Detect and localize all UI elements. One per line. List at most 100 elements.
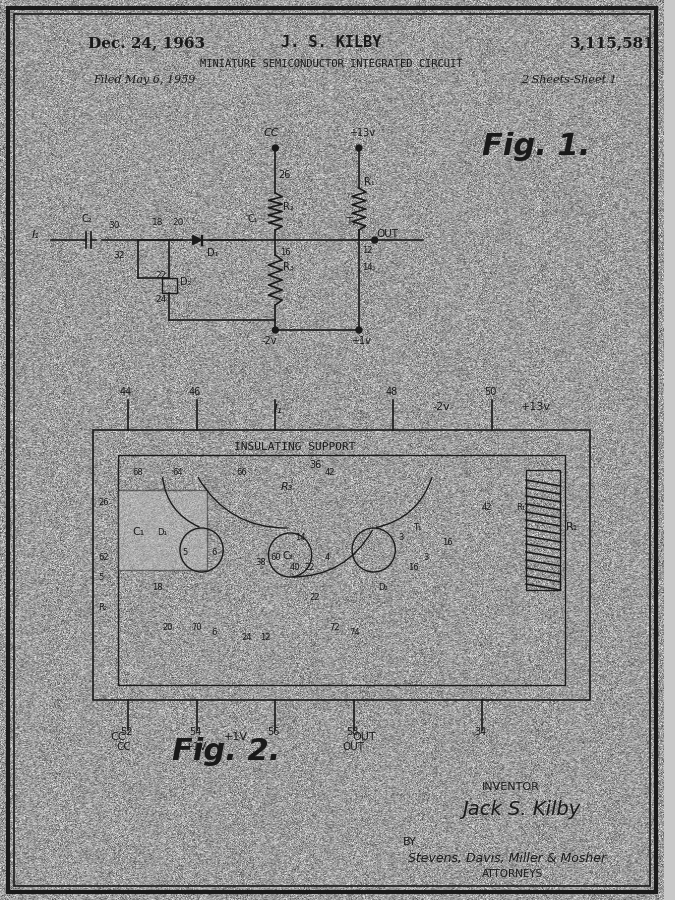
Text: R₃: R₃ — [284, 262, 294, 272]
Text: 42: 42 — [482, 503, 492, 512]
Text: 24: 24 — [155, 295, 167, 304]
Text: 70: 70 — [192, 623, 202, 632]
Text: R₁: R₁ — [516, 503, 526, 512]
Text: 14: 14 — [295, 533, 306, 542]
Text: 12: 12 — [362, 246, 373, 255]
Text: Fig. 1.: Fig. 1. — [482, 132, 590, 161]
Text: OUT: OUT — [352, 732, 376, 742]
Text: T₁: T₁ — [413, 523, 421, 532]
Text: INVENTOR: INVENTOR — [482, 782, 540, 792]
Text: 16: 16 — [443, 538, 453, 547]
Text: Fig. 2.: Fig. 2. — [172, 737, 280, 766]
Text: I₁: I₁ — [32, 230, 39, 240]
Text: 16: 16 — [280, 248, 291, 257]
Text: 4: 4 — [325, 553, 330, 562]
Text: C₂: C₂ — [282, 551, 293, 561]
Text: 16: 16 — [408, 563, 418, 572]
Text: J. S. KILBY: J. S. KILBY — [281, 35, 381, 50]
Text: 72: 72 — [329, 623, 340, 632]
Text: +1v: +1v — [351, 336, 371, 346]
Bar — [162, 278, 177, 293]
Text: 3: 3 — [398, 533, 404, 542]
Circle shape — [372, 237, 377, 243]
Text: -2v: -2v — [262, 336, 277, 346]
Text: 26: 26 — [278, 170, 291, 180]
Text: C₁: C₁ — [133, 527, 145, 537]
Text: 20: 20 — [172, 218, 184, 227]
Text: D₁: D₁ — [207, 248, 218, 258]
Text: 62: 62 — [99, 553, 109, 562]
Text: R₁: R₁ — [566, 522, 578, 532]
Text: 18: 18 — [153, 583, 163, 592]
Text: T₁: T₁ — [346, 217, 356, 227]
Circle shape — [356, 145, 362, 151]
Text: 56: 56 — [267, 727, 280, 737]
Text: R₃: R₃ — [280, 482, 292, 492]
Text: -2v: -2v — [433, 402, 450, 412]
Text: 18: 18 — [153, 218, 164, 227]
Text: 2 Sheets-Sheet 1: 2 Sheets-Sheet 1 — [521, 75, 617, 85]
Text: Dec. 24, 1963: Dec. 24, 1963 — [88, 36, 206, 50]
Text: +1V: +1V — [185, 742, 207, 752]
Circle shape — [273, 145, 278, 151]
Text: INSULATING SUPPORT: INSULATING SUPPORT — [234, 442, 356, 452]
Text: I₁: I₁ — [273, 403, 282, 416]
Text: 44: 44 — [120, 387, 132, 397]
Text: D₂: D₂ — [180, 277, 192, 287]
Text: 60: 60 — [271, 553, 281, 562]
Text: 66: 66 — [236, 468, 247, 477]
Text: 40: 40 — [290, 563, 300, 572]
Bar — [118, 490, 207, 570]
Text: C₁: C₁ — [248, 214, 259, 224]
Text: +13v: +13v — [349, 128, 375, 138]
Polygon shape — [193, 236, 202, 245]
Text: 74: 74 — [349, 628, 360, 637]
Text: BY: BY — [403, 837, 417, 847]
Text: CC: CC — [110, 732, 126, 742]
Text: R₂: R₂ — [284, 202, 294, 212]
Text: 5: 5 — [99, 573, 103, 582]
Text: 46: 46 — [189, 387, 201, 397]
Text: 50: 50 — [484, 387, 496, 397]
Text: 68: 68 — [133, 468, 144, 477]
Text: 52: 52 — [120, 727, 132, 737]
Text: OUT: OUT — [342, 742, 365, 752]
Bar — [93, 430, 590, 700]
Text: 5: 5 — [182, 548, 187, 557]
Text: 64: 64 — [172, 468, 183, 477]
Text: 30: 30 — [108, 221, 119, 230]
Text: OUT: OUT — [377, 229, 399, 239]
Text: 20: 20 — [162, 623, 173, 632]
Text: 6: 6 — [211, 548, 217, 557]
Text: 24: 24 — [241, 633, 251, 642]
Circle shape — [273, 327, 278, 333]
Text: 32: 32 — [113, 251, 124, 260]
Text: +1V: +1V — [224, 732, 248, 742]
Text: 38: 38 — [256, 558, 267, 567]
Text: 22: 22 — [305, 563, 315, 572]
Text: CC: CC — [116, 742, 131, 752]
Text: 42: 42 — [325, 468, 335, 477]
Text: 3: 3 — [423, 553, 428, 562]
Text: 54: 54 — [189, 727, 201, 737]
Text: 22: 22 — [155, 271, 167, 280]
Text: 22: 22 — [310, 593, 320, 602]
Text: D₂: D₂ — [379, 583, 388, 592]
Text: Stevens, Davis, Miller & Mosher: Stevens, Davis, Miller & Mosher — [408, 852, 606, 865]
Text: 6: 6 — [211, 628, 217, 637]
Text: 3,115,581: 3,115,581 — [570, 36, 655, 50]
Text: R₂: R₂ — [99, 603, 107, 612]
Bar — [118, 455, 566, 685]
Text: 12: 12 — [261, 633, 271, 642]
Text: D₁: D₁ — [157, 528, 167, 537]
Text: 34: 34 — [474, 727, 486, 737]
Text: 36: 36 — [310, 460, 322, 470]
Text: 26: 26 — [99, 498, 109, 507]
Text: R₁: R₁ — [364, 177, 375, 187]
Text: Filed May 6, 1959: Filed May 6, 1959 — [93, 75, 196, 85]
Text: CC: CC — [263, 128, 279, 138]
Text: +13v: +13v — [521, 402, 551, 412]
Bar — [526, 470, 560, 590]
Text: ATTORNEYS: ATTORNEYS — [482, 869, 543, 879]
Text: 48: 48 — [385, 387, 398, 397]
